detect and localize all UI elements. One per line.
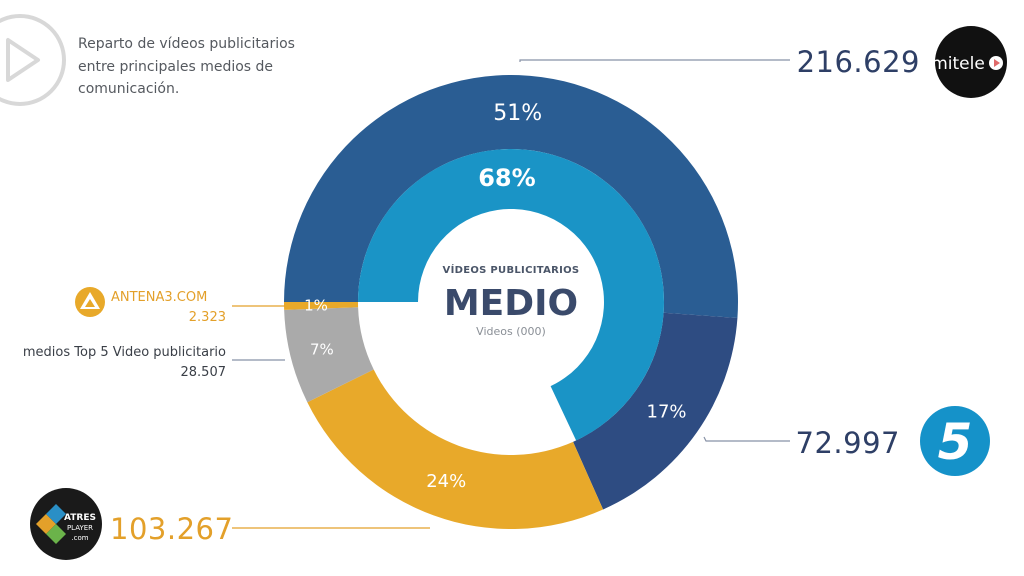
center-title: MEDIO	[444, 283, 578, 324]
chart-subtitle-line-1: Reparto de vídeos publicitarios	[78, 36, 295, 52]
mitele-logo-icon: mitele	[931, 26, 1007, 98]
telecinco-5-logo-icon: 5	[920, 406, 990, 476]
atresplayer-logo-text-3: .com	[71, 534, 88, 542]
leader-line-telecinco	[703, 436, 790, 442]
outer-slice-atresplayer	[307, 369, 604, 529]
percent-label-inner: 68%	[478, 164, 535, 192]
donut-rings: 51% 17% 24% 7% 1% 68%	[284, 74, 739, 529]
percent-label-atresplayer: 24%	[426, 471, 466, 492]
center-caption: VÍDEOS PUBLICITARIOS	[443, 263, 580, 276]
chart-subtitle-line-3: comunicación.	[78, 81, 179, 97]
others-value: 28.507	[181, 365, 227, 380]
outer-slice-antena3	[284, 302, 359, 310]
center-unit-label: Videos (000)	[476, 325, 546, 338]
inner-slice	[358, 149, 664, 441]
antena3-logo-icon	[75, 287, 105, 317]
outer-slice-mitele	[284, 74, 739, 319]
mitele-logo-text: mitele	[931, 54, 985, 74]
atresplayer-value: 103.267	[110, 512, 233, 546]
outer-slice-telecinco	[573, 312, 738, 510]
chart-subtitle-line-2: entre principales medios de	[78, 59, 273, 75]
others-name: medios Top 5 Video publicitario	[23, 345, 226, 360]
antena3-name: ANTENA3.COM	[111, 290, 207, 305]
antena3-value: 2.323	[189, 310, 226, 325]
mitele-value: 216.629	[797, 45, 920, 79]
percent-label-mitele: 51%	[493, 101, 542, 126]
play-icon	[0, 14, 66, 106]
atresplayer-logo-text-1: ATRES	[64, 513, 96, 523]
leader-line-mitele	[519, 59, 790, 62]
percent-label-antena3: 1%	[304, 297, 328, 315]
leader-lines	[232, 59, 790, 529]
telecinco-value: 72.997	[796, 426, 900, 460]
atresplayer-logo-text-2: PLAYER	[67, 524, 93, 532]
atresplayer-logo-icon: ATRES PLAYER .com	[30, 488, 102, 560]
percent-label-telecinco: 17%	[647, 401, 687, 422]
telecinco-logo-text: 5	[938, 413, 973, 471]
percent-label-others: 7%	[310, 341, 334, 359]
outer-slice-others	[284, 307, 374, 403]
